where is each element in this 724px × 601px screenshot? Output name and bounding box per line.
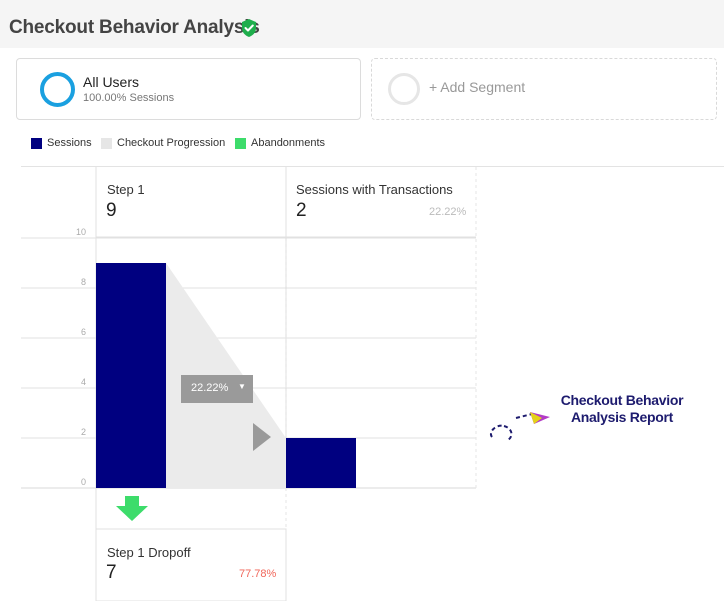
y-tick-label: 6	[81, 327, 86, 337]
step-1-value: 9	[106, 200, 117, 221]
report-logo-text: Checkout Behavior Analysis Report	[552, 392, 692, 426]
page-header: Checkout Behavior Analysis	[0, 0, 724, 49]
abandonment-arrow-icon	[116, 496, 148, 521]
step-2-value: 2	[296, 200, 307, 221]
segment-sessions-pct: 100.00% Sessions	[83, 92, 175, 104]
legend-swatch	[101, 138, 112, 149]
logo-line-1: Checkout Behavior	[560, 392, 684, 408]
legend-swatch	[31, 138, 42, 149]
pct-tag-arrow	[253, 423, 271, 451]
legend-swatch	[235, 138, 246, 149]
legend-label: Checkout Progression	[117, 137, 226, 149]
progression-pct-tag[interactable]: 22.22% ▼	[181, 375, 253, 403]
verified-shield-icon	[242, 19, 256, 37]
add-segment-button[interactable]: + Add Segment	[371, 58, 717, 120]
y-tick-label: 8	[81, 277, 86, 287]
y-tick-label: 2	[81, 427, 86, 437]
caret-down-icon: ▼	[238, 382, 246, 391]
step-2-label: Sessions with Transactions	[296, 182, 453, 197]
report-logo-icon	[490, 412, 550, 441]
page-title: Checkout Behavior Analysis	[9, 17, 260, 38]
step-1-label: Step 1	[107, 182, 145, 197]
y-tick-label: 10	[76, 227, 86, 237]
legend-label: Sessions	[47, 137, 92, 149]
dropoff-value: 7	[106, 562, 117, 583]
y-tick-label: 0	[81, 477, 86, 487]
step-2-pct: 22.22%	[429, 206, 467, 218]
funnel-chart: 0 2 4 6 8 10	[21, 167, 477, 601]
y-tick-label: 4	[81, 377, 86, 387]
bar-step-2	[286, 438, 356, 488]
dropoff-label: Step 1 Dropoff	[107, 545, 191, 560]
add-segment-label: + Add Segment	[429, 79, 526, 95]
bar-step-1	[96, 263, 166, 488]
segment-name: All Users	[83, 74, 140, 90]
dropoff-box	[95, 528, 287, 601]
dropoff-pct: 77.78%	[239, 568, 277, 580]
logo-line-2: Analysis Report	[570, 409, 674, 425]
legend-label: Abandonments	[251, 137, 325, 149]
segment-ring-icon	[40, 72, 75, 107]
empty-segment-ring-icon	[388, 73, 420, 105]
segment-all-users[interactable]: All Users 100.00% Sessions	[16, 58, 361, 120]
progression-pct: 22.22%	[191, 382, 229, 394]
funnel-top-divider	[21, 166, 724, 167]
